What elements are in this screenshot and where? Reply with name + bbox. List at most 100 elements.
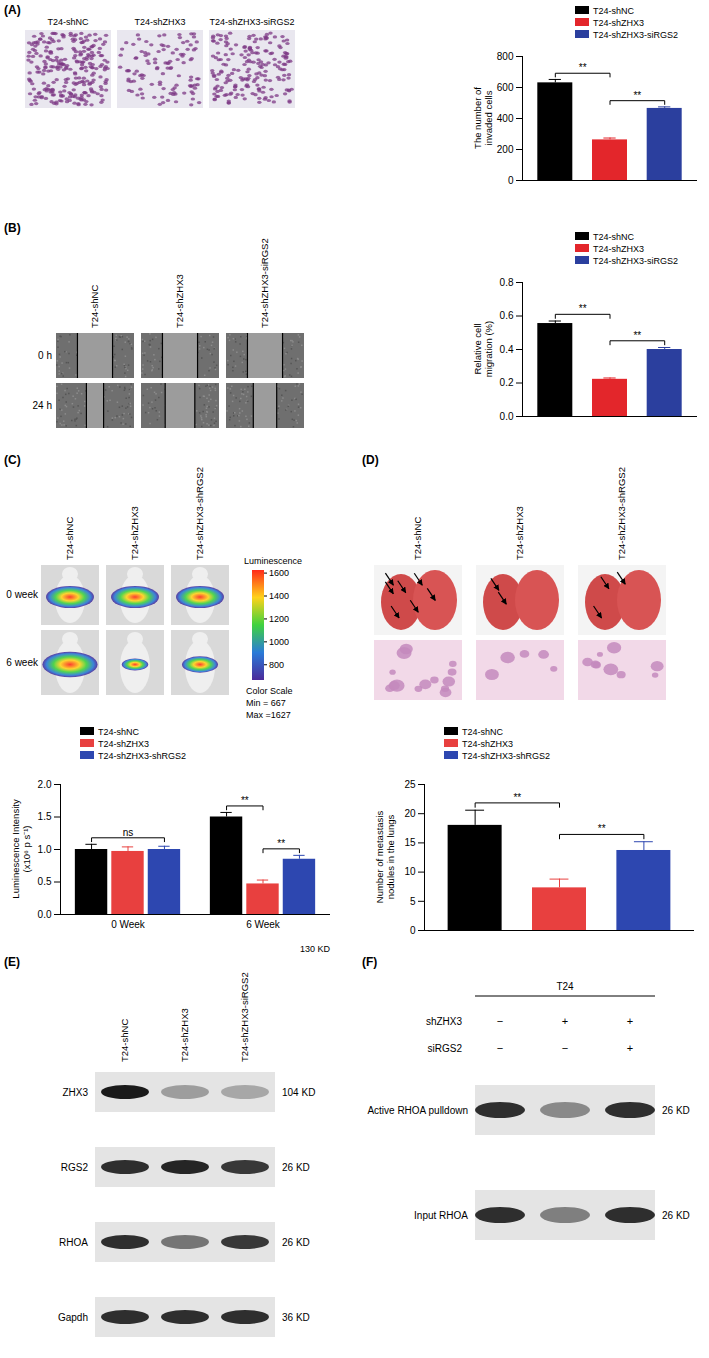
svg-text:Number of metastasis: Number of metastasis	[374, 811, 385, 904]
svg-text:130 KD: 130 KD	[300, 944, 331, 954]
svg-text:Color Scale: Color Scale	[246, 686, 293, 696]
svg-text:800: 800	[497, 51, 514, 62]
svg-text:T24-shNC: T24-shNC	[462, 727, 504, 737]
svg-text:T24-shZHX3-siRGS2: T24-shZHX3-siRGS2	[259, 238, 270, 328]
svg-text:20: 20	[404, 808, 416, 819]
svg-text:800: 800	[269, 660, 284, 670]
svg-text:T24-shZHX3-shRGS2: T24-shZHX3-shRGS2	[98, 751, 186, 761]
svg-text:26 KD: 26 KD	[662, 1105, 690, 1116]
svg-text:0.4: 0.4	[500, 344, 514, 355]
svg-text:0.5: 0.5	[38, 876, 52, 887]
svg-text:Luminescence Intensity: Luminescence Intensity	[10, 799, 21, 899]
svg-text:0: 0	[410, 925, 416, 936]
svg-text:0.0: 0.0	[500, 411, 514, 422]
svg-text:T24-shZHX3: T24-shZHX3	[514, 506, 525, 560]
svg-text:T24-shNC: T24-shNC	[119, 1019, 130, 1062]
svg-text:−: −	[497, 1015, 503, 1027]
svg-text:0: 0	[508, 175, 514, 186]
svg-text:−: −	[497, 1042, 503, 1054]
svg-text:(D): (D)	[362, 453, 379, 467]
svg-text:**: **	[598, 823, 606, 834]
svg-text:T24: T24	[556, 981, 574, 992]
svg-text:Max =1627: Max =1627	[246, 710, 291, 720]
svg-text:1600: 1600	[269, 568, 289, 578]
svg-text:+: +	[562, 1015, 568, 1027]
svg-text:migration (%): migration (%)	[483, 321, 494, 378]
svg-text:6 Week: 6 Week	[246, 919, 281, 930]
svg-text:26 KD: 26 KD	[662, 1210, 690, 1221]
svg-text:The number of: The number of	[472, 87, 483, 149]
svg-text:+: +	[627, 1015, 633, 1027]
svg-text:T24-shZHX3: T24-shZHX3	[134, 17, 185, 27]
svg-text:Input RHOA: Input RHOA	[414, 1210, 468, 1221]
svg-text:0 Week: 0 Week	[111, 919, 146, 930]
svg-text:**: **	[277, 838, 285, 849]
svg-text:0 h: 0 h	[38, 350, 52, 361]
svg-text:26 KD: 26 KD	[282, 1162, 310, 1173]
svg-text:1.5: 1.5	[38, 811, 52, 822]
svg-text:26 KD: 26 KD	[282, 1237, 310, 1248]
svg-text:2.0: 2.0	[38, 779, 52, 790]
svg-text:Luminescence: Luminescence	[244, 556, 302, 566]
svg-text:T24-shZHX3-shRGS2: T24-shZHX3-shRGS2	[462, 751, 550, 761]
svg-text:(F): (F)	[362, 955, 377, 969]
svg-text:10: 10	[404, 866, 416, 877]
svg-text:**: **	[579, 62, 587, 73]
svg-text:RHOA: RHOA	[59, 1237, 88, 1248]
svg-text:ns: ns	[123, 827, 134, 838]
svg-text:T24-shNC: T24-shNC	[593, 232, 635, 242]
svg-text:T24-shZHX3: T24-shZHX3	[462, 739, 513, 749]
svg-text:200: 200	[497, 144, 514, 155]
svg-text:T24-shNC: T24-shNC	[412, 517, 423, 560]
svg-text:T24-shZHX3: T24-shZHX3	[593, 244, 644, 254]
svg-text:600: 600	[497, 82, 514, 93]
svg-text:T24-shNC: T24-shNC	[98, 727, 140, 737]
svg-text:nodules in the lungs: nodules in the lungs	[385, 815, 396, 900]
svg-text:ZHX3: ZHX3	[62, 1087, 88, 1098]
svg-text:0.2: 0.2	[500, 377, 514, 388]
svg-text:T24-shZHX3-siRGS2: T24-shZHX3-siRGS2	[239, 972, 250, 1062]
svg-text:**: **	[633, 330, 641, 341]
svg-text:0.6: 0.6	[500, 310, 514, 321]
svg-text:1.0: 1.0	[38, 844, 52, 855]
svg-text:T24-shZHX3-siRGS2: T24-shZHX3-siRGS2	[209, 17, 294, 27]
svg-text:**: **	[633, 90, 641, 101]
svg-text:Active RHOA pulldown: Active RHOA pulldown	[367, 1105, 468, 1116]
svg-text:−: −	[562, 1042, 568, 1054]
svg-text:T24-shNC: T24-shNC	[64, 517, 75, 560]
svg-text:(C): (C)	[4, 453, 21, 467]
svg-text:(E): (E)	[4, 955, 20, 969]
svg-text:**: **	[579, 303, 587, 314]
svg-text:T24-shZHX3: T24-shZHX3	[98, 739, 149, 749]
svg-text:1200: 1200	[269, 614, 289, 624]
svg-text:Relative cell: Relative cell	[472, 323, 483, 374]
svg-text:25: 25	[404, 779, 416, 790]
svg-text:1400: 1400	[269, 591, 289, 601]
svg-text:T24-shNC: T24-shNC	[89, 285, 100, 328]
svg-text:15: 15	[404, 837, 416, 848]
svg-text:1000: 1000	[269, 637, 289, 647]
svg-text:T24-shZHX3-shRGS2: T24-shZHX3-shRGS2	[194, 467, 205, 560]
svg-text:siRGS2: siRGS2	[428, 1043, 463, 1054]
svg-text:T24-shZHX3: T24-shZHX3	[129, 506, 140, 560]
svg-text:0 week: 0 week	[6, 589, 39, 600]
svg-text:24 h: 24 h	[33, 400, 52, 411]
svg-text:0.8: 0.8	[500, 277, 514, 288]
svg-text:0.0: 0.0	[38, 909, 52, 920]
svg-text:T24-shZHX3-siRGS2: T24-shZHX3-siRGS2	[593, 30, 678, 40]
svg-text:RGS2: RGS2	[61, 1162, 89, 1173]
svg-text:T24-shZHX3-siRGS2: T24-shZHX3-siRGS2	[593, 256, 678, 266]
svg-text:5: 5	[410, 896, 416, 907]
svg-text:(A): (A)	[4, 3, 21, 17]
svg-text:invaded cells: invaded cells	[483, 90, 494, 145]
svg-text:T24-shZHX3: T24-shZHX3	[174, 274, 185, 328]
svg-text:6 week: 6 week	[6, 657, 39, 668]
svg-text:Min = 667: Min = 667	[246, 698, 286, 708]
svg-text:T24-shNC: T24-shNC	[593, 6, 635, 16]
svg-text:(B): (B)	[4, 221, 21, 235]
svg-text:104 KD: 104 KD	[282, 1087, 315, 1098]
svg-text:T24-shZHX3: T24-shZHX3	[593, 18, 644, 28]
svg-text:T24-shNC: T24-shNC	[47, 17, 89, 27]
svg-text:**: **	[513, 792, 521, 803]
svg-text:shZHX3: shZHX3	[426, 1016, 463, 1027]
